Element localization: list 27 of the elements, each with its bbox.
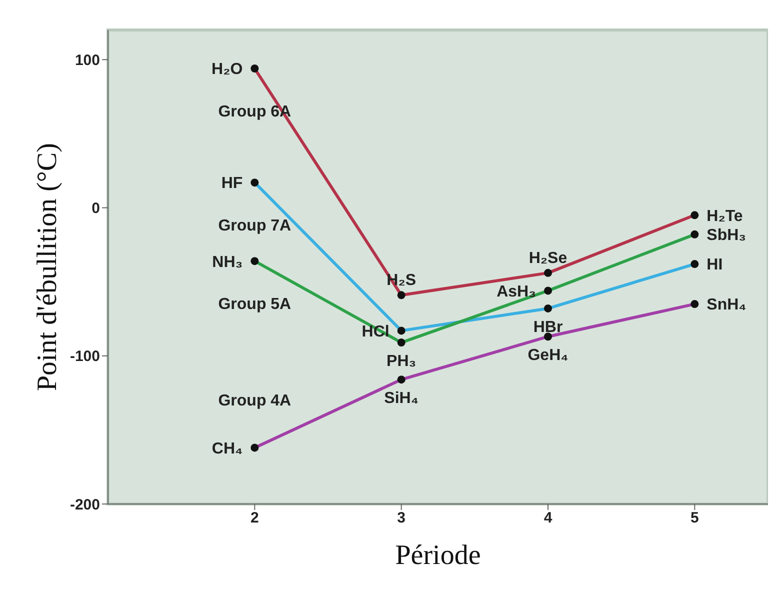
annotation: HF bbox=[221, 175, 243, 192]
annotation: SnH₄ bbox=[706, 296, 746, 314]
annotation: AsH₃ bbox=[496, 283, 536, 300]
series-label: Group 7A bbox=[218, 218, 292, 235]
annotation: H₂Se bbox=[528, 250, 568, 267]
x-tick-label: 5 bbox=[690, 510, 699, 527]
annotation: HI bbox=[706, 256, 723, 274]
annotation: SiH₄ bbox=[384, 390, 418, 407]
annotation: NH₃ bbox=[212, 254, 243, 271]
series-label: Group 5A bbox=[218, 296, 292, 314]
y-tick-label: 100 bbox=[74, 52, 100, 69]
annotation: H₂O bbox=[212, 61, 243, 78]
y-axis-title: Point d'ébullition (°C) bbox=[32, 142, 63, 392]
annotation: GeH₄ bbox=[528, 346, 568, 364]
x-axis-title: Période bbox=[395, 540, 481, 571]
x-tick-label: 3 bbox=[397, 510, 406, 527]
y-tick-label: -100 bbox=[70, 348, 100, 366]
annotation: PH₃ bbox=[386, 352, 416, 370]
y-tick-label: 0 bbox=[92, 200, 100, 218]
annotation: SbH₃ bbox=[706, 227, 746, 244]
annotation: CH₄ bbox=[212, 440, 243, 458]
annotation: HBr bbox=[533, 318, 563, 336]
x-tick-label: 2 bbox=[250, 510, 259, 527]
annotation: H₂Te bbox=[706, 208, 743, 225]
x-tick-label: 4 bbox=[544, 510, 553, 527]
y-tick-label: -200 bbox=[70, 496, 100, 514]
series-label: Group 4A bbox=[218, 392, 292, 410]
